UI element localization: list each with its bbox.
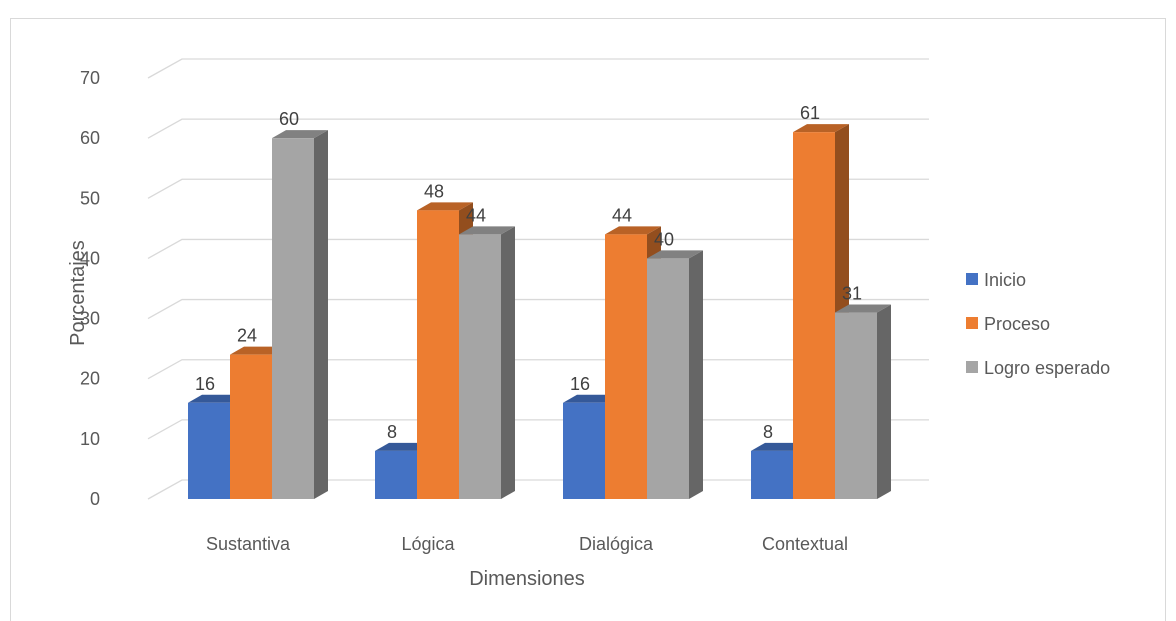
y-tick-label: 50: [80, 188, 100, 208]
bar-top: [647, 250, 703, 259]
bar-top: [459, 226, 515, 235]
legend-label: Logro esperado: [984, 358, 1110, 378]
bar-logro-esperado: [459, 226, 515, 499]
y-tick-label: 30: [80, 309, 100, 329]
bar-logro-esperado: [647, 250, 703, 499]
x-tick-label: Lógica: [401, 534, 455, 554]
data-label: 24: [237, 326, 257, 346]
data-label: 16: [195, 374, 215, 394]
gridline: [147, 238, 929, 259]
data-label: 60: [279, 109, 299, 129]
bar-front: [459, 234, 501, 499]
legend-label: Inicio: [984, 270, 1026, 290]
bar-side: [501, 226, 515, 499]
data-label: 8: [763, 422, 773, 442]
gridline: [147, 178, 929, 199]
x-axis-ticks: Sustantiva Lógica Dialógica Contextual: [206, 534, 848, 554]
bar-side: [689, 250, 703, 499]
bar-side: [314, 130, 328, 499]
y-tick-label: 0: [90, 489, 100, 509]
bar-front: [417, 210, 459, 500]
x-tick-label: Dialógica: [579, 534, 654, 554]
bars: [188, 124, 891, 500]
x-tick-label: Sustantiva: [206, 534, 291, 554]
legend: Inicio Proceso Logro esperado: [966, 270, 1110, 378]
data-label: 8: [387, 422, 397, 442]
y-tick-label: 40: [80, 248, 100, 268]
bar-logro-esperado: [272, 130, 328, 499]
data-label: 16: [570, 374, 590, 394]
bar-front: [375, 450, 417, 499]
legend-swatch: [966, 361, 978, 373]
data-label: 40: [654, 229, 674, 249]
y-axis-title: Porcentajes: [67, 240, 89, 346]
legend-label: Proceso: [984, 314, 1050, 334]
x-axis-title: Dimensiones: [469, 568, 585, 590]
bar-side: [877, 304, 891, 499]
legend-swatch: [966, 317, 978, 329]
bar-front: [230, 354, 272, 499]
gridline: [147, 118, 929, 139]
bar-front: [188, 402, 230, 499]
data-label: 44: [612, 205, 632, 225]
bar-front: [793, 132, 835, 499]
y-tick-label: 20: [80, 369, 100, 389]
gridlines: [147, 58, 929, 500]
bar-top: [417, 202, 473, 211]
data-label: 31: [842, 284, 862, 304]
data-label: 61: [800, 103, 820, 123]
x-tick-label: Contextual: [762, 534, 848, 554]
y-tick-label: 10: [80, 429, 100, 449]
bar-top: [605, 226, 661, 235]
data-labels: 16 8 16 8 24 48 44 61 60 44 40 31: [195, 103, 862, 442]
bar-top: [272, 130, 328, 139]
legend-swatch: [966, 273, 978, 285]
bar-front: [563, 402, 605, 499]
bar-front: [647, 258, 689, 499]
bar-front: [272, 138, 314, 499]
data-label: 48: [424, 181, 444, 201]
y-tick-label: 70: [80, 68, 100, 88]
bar-top: [793, 124, 849, 133]
bar-front: [751, 450, 793, 499]
bar-front: [835, 312, 877, 499]
y-tick-label: 60: [80, 128, 100, 148]
y-axis-ticks: 0 10 20 30 40 50 60 70: [80, 68, 100, 509]
bar-front: [605, 234, 647, 499]
data-label: 44: [466, 205, 486, 225]
chart-frame: [10, 18, 1166, 621]
gridline: [147, 58, 929, 79]
bar-top: [835, 304, 891, 313]
bar-logro-esperado: [835, 304, 891, 499]
